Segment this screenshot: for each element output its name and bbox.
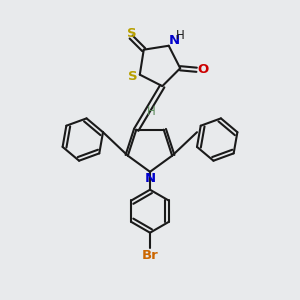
Text: S: S: [128, 70, 138, 83]
Text: N: N: [144, 172, 156, 185]
Text: N: N: [169, 34, 180, 47]
Text: H: H: [147, 105, 156, 118]
Text: S: S: [128, 27, 137, 40]
Text: Br: Br: [142, 249, 158, 262]
Text: H: H: [176, 29, 185, 42]
Text: O: O: [197, 63, 208, 76]
